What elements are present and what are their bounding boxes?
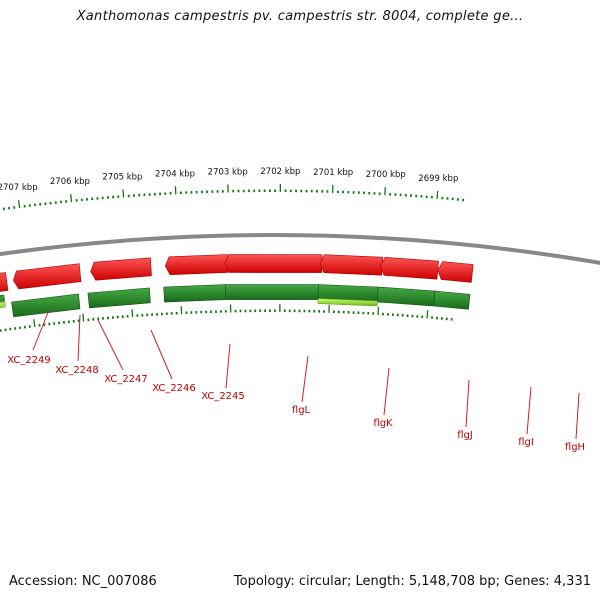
outer-tick-mark bbox=[122, 189, 125, 198]
gene-leader-line bbox=[97, 319, 124, 371]
inner-tick-mark bbox=[82, 313, 85, 322]
map-title: Xanthomonas campestris pv. campestris st… bbox=[76, 9, 524, 24]
accession-text: Accession: NC_007086 bbox=[9, 574, 157, 589]
gene-leader-line bbox=[32, 309, 50, 351]
gene-label: flgK bbox=[373, 418, 393, 429]
inner-tick-mark bbox=[33, 319, 36, 328]
gene-leader-line bbox=[225, 343, 231, 389]
plus-strand-gene bbox=[319, 254, 384, 276]
plus-strand-gene bbox=[379, 256, 439, 280]
plus-strand-gene bbox=[224, 254, 323, 273]
genome-summary-text: Topology: circular; Length: 5,148,708 bp… bbox=[233, 574, 591, 589]
plus-strand-gene bbox=[437, 261, 474, 283]
gene-leader-line bbox=[575, 392, 580, 440]
scale-label: 2702 kbp bbox=[260, 167, 300, 177]
scale-label: 2700 kbp bbox=[366, 170, 406, 180]
scale-label: 2705 kbp bbox=[102, 173, 142, 183]
gene-label: XC_2246 bbox=[152, 383, 196, 394]
gene-leader-line bbox=[77, 314, 81, 362]
gene-label: flgL bbox=[292, 405, 311, 416]
outer-tick-mark bbox=[70, 194, 73, 203]
plus-strand-gene bbox=[13, 263, 82, 290]
plus-strand-gene bbox=[0, 272, 9, 292]
gene-label: XC_2245 bbox=[201, 391, 245, 402]
gene-leader-line bbox=[301, 355, 309, 403]
minus-strand-gene bbox=[433, 290, 471, 310]
gene-label: flgI bbox=[518, 437, 534, 448]
gene-leader-line bbox=[465, 379, 470, 428]
gene-label: XC_2249 bbox=[7, 355, 51, 366]
gene-label: XC_2247 bbox=[104, 374, 148, 385]
highlight-gene bbox=[317, 298, 378, 307]
scale-label: 2704 kbp bbox=[155, 169, 195, 179]
inner-tick-mark bbox=[131, 309, 134, 318]
scale-label: 2707 kbp bbox=[0, 183, 38, 193]
gene-label: flgJ bbox=[457, 430, 473, 441]
scale-label: 2706 kbp bbox=[50, 177, 90, 187]
scale-label: 2699 kbp bbox=[418, 174, 458, 184]
scale-label: 2701 kbp bbox=[313, 168, 353, 178]
gene-leader-line bbox=[383, 367, 390, 416]
gene-block bbox=[0, 294, 5, 302]
outer-tick-mark bbox=[17, 200, 21, 209]
minus-strand-gene bbox=[163, 284, 227, 303]
gene-leader-line bbox=[150, 329, 173, 380]
minus-strand-gene bbox=[224, 284, 319, 300]
plus-strand-gene bbox=[164, 254, 229, 276]
minus-strand-gene bbox=[11, 293, 81, 318]
gene-label: XC_2248 bbox=[55, 365, 99, 376]
gene-leader-line bbox=[526, 386, 532, 435]
plus-strand-gene bbox=[90, 257, 152, 281]
outer-tick-mark bbox=[436, 190, 439, 199]
gene-label: flgH bbox=[565, 442, 585, 453]
inner-tick-mark bbox=[426, 310, 429, 319]
scale-label: 2703 kbp bbox=[208, 167, 248, 177]
minus-strand-gene bbox=[377, 286, 436, 307]
backbone-circle bbox=[0, 233, 600, 265]
gene-block bbox=[0, 301, 6, 309]
minus-strand-gene bbox=[87, 287, 151, 309]
